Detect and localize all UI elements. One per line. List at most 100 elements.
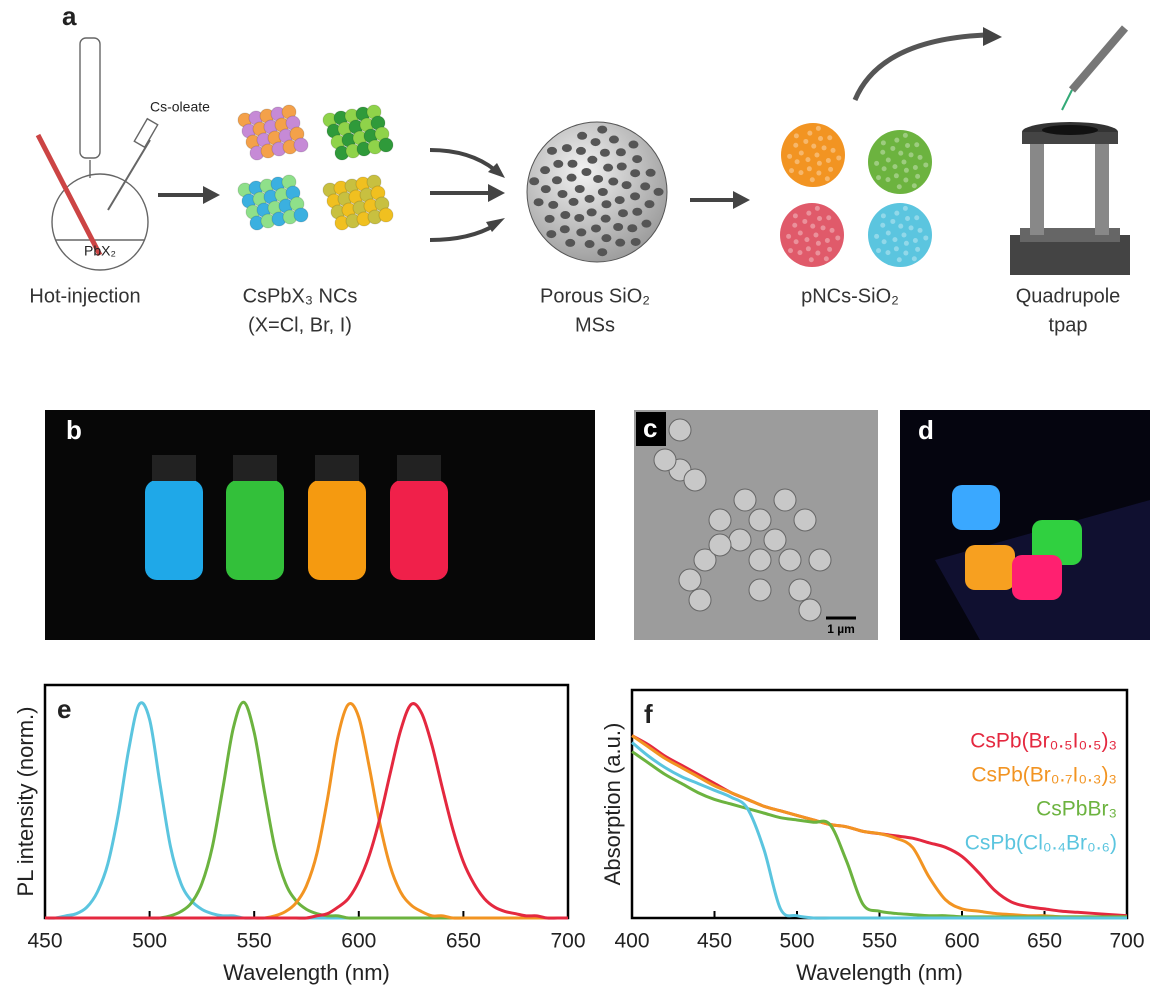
pore [886, 230, 891, 235]
pore [830, 228, 835, 233]
x-tick-label: 550 [862, 930, 897, 953]
trap [1010, 28, 1130, 275]
pore [815, 251, 820, 256]
pore [915, 247, 920, 252]
pore [825, 238, 830, 243]
pore [601, 234, 611, 242]
x-tick-label: 450 [27, 930, 62, 953]
pore [890, 146, 895, 151]
pore [807, 166, 812, 171]
pore [909, 152, 914, 157]
pore [901, 233, 906, 238]
pore [817, 216, 822, 221]
pore [816, 241, 821, 246]
pore [601, 215, 611, 223]
sem-particle [794, 509, 816, 531]
pore [587, 208, 597, 216]
pore [577, 132, 587, 140]
pore [807, 131, 812, 136]
pore [903, 178, 908, 183]
pore [603, 164, 613, 172]
pore [613, 223, 623, 231]
legend-entry: CsPb(Br₀.₅I₀.₅)₃ [970, 730, 1117, 753]
pore [799, 150, 804, 155]
pore [809, 257, 814, 262]
pore [881, 213, 886, 218]
panel-label: d [918, 415, 934, 445]
pore [827, 247, 832, 252]
pore [541, 185, 551, 193]
pore [567, 160, 577, 168]
nanocrystal [294, 208, 308, 222]
pore [567, 174, 577, 182]
pore [835, 235, 840, 240]
pore [874, 161, 879, 166]
pore [794, 133, 799, 138]
pore [903, 251, 908, 256]
pore [882, 239, 887, 244]
pore [598, 188, 608, 196]
pore [529, 177, 539, 185]
pore [788, 248, 793, 253]
pore [804, 237, 809, 242]
pore [898, 224, 903, 229]
pore [794, 239, 799, 244]
pore [806, 246, 811, 251]
sem-particle [764, 529, 786, 551]
panel-label: b [66, 415, 82, 445]
x-tick-label: 700 [1109, 930, 1144, 953]
pore [560, 211, 570, 219]
pore [897, 257, 902, 262]
pore [581, 168, 591, 176]
pore [892, 164, 897, 169]
pore [630, 192, 640, 200]
pore [576, 147, 586, 155]
pore [641, 220, 651, 228]
pore [545, 215, 555, 223]
pore [918, 228, 923, 233]
step-label: CsPbX₃ NCs [243, 285, 358, 307]
pore [894, 138, 899, 143]
sem-particle [709, 509, 731, 531]
pore [803, 139, 808, 144]
x-tick-label: 600 [341, 930, 376, 953]
pore [601, 200, 611, 208]
pore [600, 149, 610, 157]
pore [540, 166, 550, 174]
pore [560, 225, 570, 233]
pore [836, 155, 841, 160]
pore [914, 142, 919, 147]
pore [576, 228, 586, 236]
pore [903, 206, 908, 211]
pore [793, 213, 798, 218]
pore [898, 151, 903, 156]
legend-entry: CsPb(Br₀.₇I₀.₃)₃ [971, 764, 1117, 787]
pore [912, 256, 917, 261]
pore [640, 182, 650, 190]
nanocrystal [379, 208, 393, 222]
pore [552, 176, 562, 184]
pore [795, 159, 800, 164]
pore [874, 234, 879, 239]
pore [646, 169, 656, 177]
sem-particle [749, 549, 771, 571]
pore [617, 162, 627, 170]
step-label: MSs [575, 314, 615, 336]
x-tick-label: 600 [944, 930, 979, 953]
pore [585, 240, 595, 248]
pore [798, 170, 803, 175]
pore [817, 161, 822, 166]
reagent-label: PbX₂ [84, 243, 116, 259]
pore [815, 206, 820, 211]
pore [882, 166, 887, 171]
pore [802, 219, 807, 224]
pore [825, 176, 830, 181]
scale-bar-label: 1 µm [827, 622, 855, 636]
y-axis-title: PL intensity (norm.) [13, 707, 38, 897]
figure: a Cs-oleate PbX₂ b c 1 µm d Hot-injectio… [0, 0, 1153, 1000]
sem-particle [749, 509, 771, 531]
pore [923, 235, 928, 240]
pore [905, 216, 910, 221]
sem-particle [689, 589, 711, 611]
pore [904, 168, 909, 173]
